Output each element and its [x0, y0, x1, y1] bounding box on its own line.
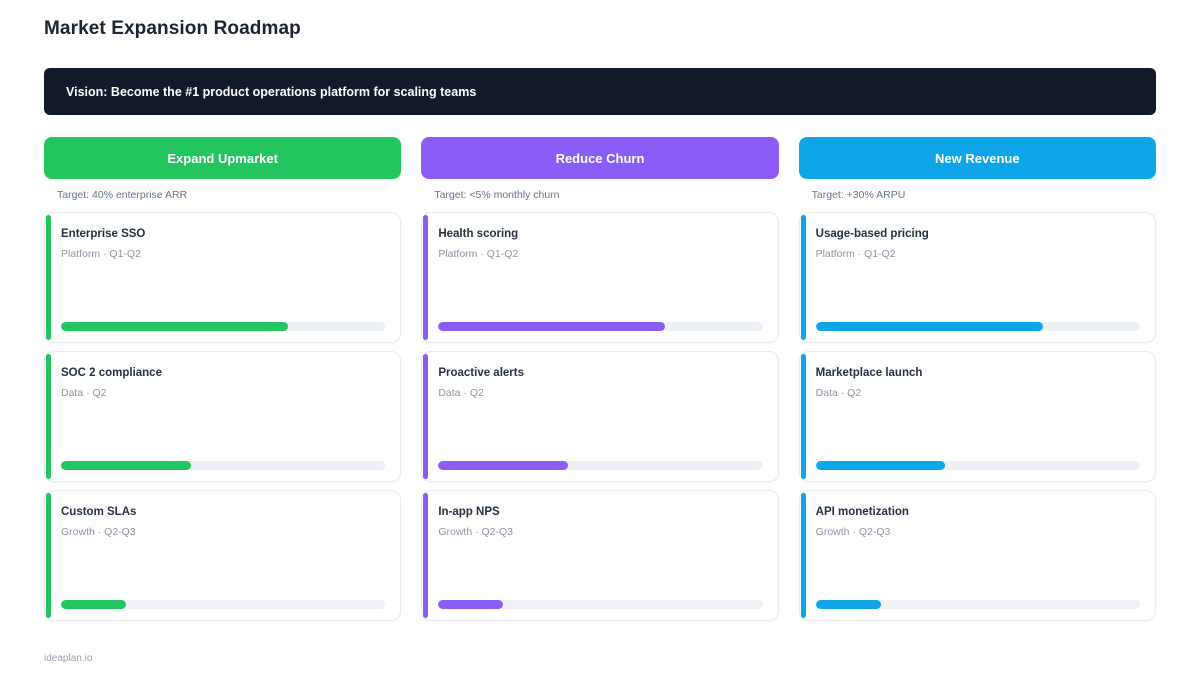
- card-meta: Growth · Q2-Q3: [438, 526, 514, 538]
- card-title: In-app NPS: [438, 506, 500, 518]
- card-list: Usage-based pricing Platform · Q1-Q2 Mar…: [798, 212, 1156, 621]
- card-meta: Platform · Q1-Q2: [815, 248, 896, 260]
- card-title: API monetization: [815, 506, 909, 518]
- card-meta: Data · Q2: [438, 387, 484, 399]
- card-accent-bar: [423, 493, 429, 618]
- progress-fill: [815, 322, 1043, 331]
- roadmap-card[interactable]: SOC 2 compliance Data · Q2: [44, 351, 402, 482]
- card-meta: Data · Q2: [61, 387, 107, 399]
- card-accent-bar: [800, 354, 806, 479]
- roadmap-columns: Expand Upmarket Target: 40% enterprise A…: [44, 137, 1156, 621]
- card-accent-bar: [46, 493, 51, 618]
- card-list: Enterprise SSO Platform · Q1-Q2 SOC 2 co…: [44, 212, 402, 621]
- watermark: ideaplan.io: [44, 653, 93, 664]
- progress-fill: [61, 461, 191, 470]
- card-title: Health scoring: [438, 228, 519, 240]
- progress-fill: [815, 600, 881, 609]
- progress-bar: [61, 600, 386, 609]
- progress-fill: [61, 600, 126, 609]
- card-meta: Growth · Q2-Q3: [815, 526, 891, 538]
- progress-fill: [815, 461, 946, 470]
- roadmap-page: Market Expansion Roadmap Vision: Become …: [0, 18, 1200, 664]
- vision-text: Vision: Become the #1 product operations…: [66, 84, 477, 99]
- card-accent-bar: [46, 354, 51, 479]
- vision-banner: Vision: Become the #1 product operations…: [44, 68, 1156, 115]
- roadmap-card[interactable]: Usage-based pricing Platform · Q1-Q2: [798, 212, 1156, 343]
- column-header: Reduce Churn: [421, 137, 779, 179]
- card-meta: Data · Q2: [815, 387, 862, 399]
- card-accent-bar: [423, 215, 429, 340]
- progress-bar: [815, 461, 1140, 470]
- card-meta: Platform · Q1-Q2: [61, 248, 141, 260]
- column-header: Expand Upmarket: [44, 137, 402, 179]
- column-target: Target: 40% enterprise ARR: [57, 189, 188, 201]
- progress-bar: [438, 461, 763, 470]
- progress-bar: [815, 600, 1140, 609]
- progress-fill: [438, 600, 504, 609]
- progress-bar: [815, 322, 1140, 331]
- card-title: SOC 2 compliance: [61, 367, 162, 379]
- progress-bar: [61, 461, 386, 470]
- progress-bar: [438, 322, 763, 331]
- roadmap-card[interactable]: In-app NPS Growth · Q2-Q3: [421, 490, 779, 621]
- card-title: Custom SLAs: [61, 506, 137, 518]
- card-meta: Growth · Q2-Q3: [61, 526, 136, 538]
- card-meta: Platform · Q1-Q2: [438, 248, 519, 260]
- progress-fill: [438, 461, 569, 470]
- page-title: Market Expansion Roadmap: [44, 18, 301, 39]
- column-reduce-churn: Reduce Churn Target: <5% monthly churn H…: [421, 137, 779, 621]
- column-target: Target: +30% ARPU: [811, 189, 906, 201]
- card-title: Proactive alerts: [438, 367, 524, 379]
- column-header: New Revenue: [798, 137, 1156, 179]
- roadmap-card[interactable]: Enterprise SSO Platform · Q1-Q2: [44, 212, 402, 343]
- card-accent-bar: [46, 215, 51, 340]
- column-new-revenue: New Revenue Target: +30% ARPU Usage-base…: [798, 137, 1156, 621]
- card-title: Marketplace launch: [815, 367, 923, 379]
- progress-fill: [61, 322, 289, 331]
- card-title: Enterprise SSO: [61, 228, 146, 240]
- roadmap-card[interactable]: Health scoring Platform · Q1-Q2: [421, 212, 779, 343]
- progress-bar: [61, 322, 386, 331]
- column-target: Target: <5% monthly churn: [434, 189, 560, 201]
- column-expand-upmarket: Expand Upmarket Target: 40% enterprise A…: [44, 137, 402, 621]
- roadmap-card[interactable]: API monetization Growth · Q2-Q3: [798, 490, 1156, 621]
- roadmap-card[interactable]: Proactive alerts Data · Q2: [421, 351, 779, 482]
- roadmap-card[interactable]: Marketplace launch Data · Q2: [798, 351, 1156, 482]
- card-accent-bar: [800, 493, 806, 618]
- card-list: Health scoring Platform · Q1-Q2 Proactiv…: [421, 212, 779, 621]
- card-accent-bar: [800, 215, 806, 340]
- progress-bar: [438, 600, 763, 609]
- card-title: Usage-based pricing: [815, 228, 929, 240]
- roadmap-card[interactable]: Custom SLAs Growth · Q2-Q3: [44, 490, 402, 621]
- card-accent-bar: [423, 354, 429, 479]
- progress-fill: [438, 322, 666, 331]
